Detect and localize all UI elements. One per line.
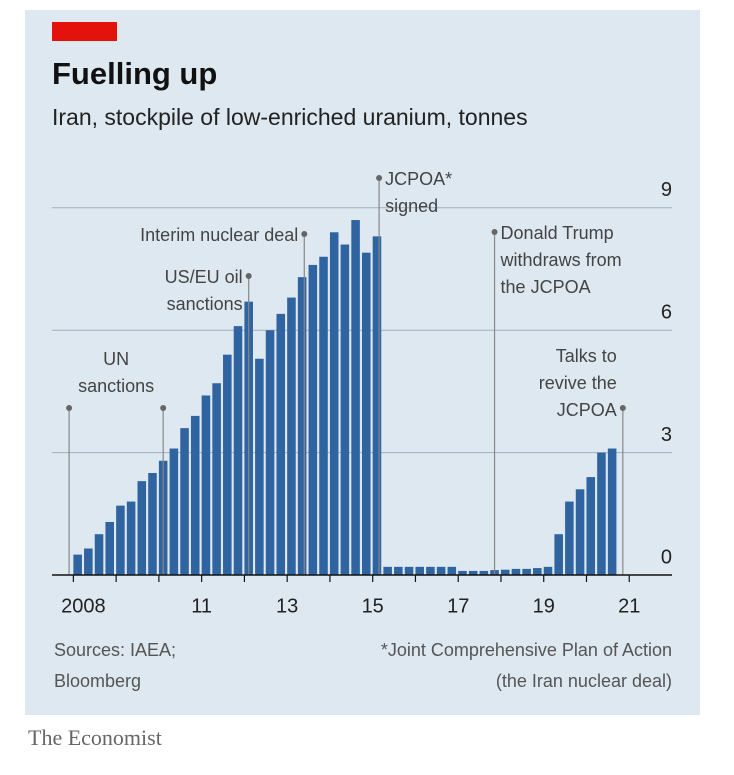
bar: [73, 554, 82, 575]
bar: [533, 568, 542, 575]
annotation-dot: [160, 405, 167, 411]
bar: [543, 566, 553, 575]
bar: [362, 252, 371, 575]
x-tick-label: 21: [618, 595, 640, 617]
annotation-text: US/EU oil: [165, 267, 243, 287]
bar: [212, 383, 221, 575]
chart-title: Fuelling up: [52, 56, 217, 91]
bar: [148, 473, 157, 575]
bar: [105, 521, 114, 575]
bar: [137, 481, 147, 575]
annotation-dot: [376, 175, 383, 181]
bar: [94, 534, 104, 575]
bar: [426, 566, 435, 575]
bar: [287, 297, 296, 575]
annotation-text: the JCPOA: [501, 277, 591, 297]
footnote: (the Iran nuclear deal): [496, 671, 672, 691]
bar: [190, 415, 200, 575]
bar: [84, 548, 93, 575]
source: Sources: IAEA;: [54, 640, 176, 660]
annotation-text: signed: [385, 196, 438, 216]
annotation-text: withdraws from: [500, 250, 622, 270]
bar: [319, 256, 328, 575]
bar: [116, 505, 125, 575]
bar: [126, 501, 136, 575]
y-tick-label: 0: [661, 546, 672, 568]
annotation-text: Donald Trump: [501, 223, 614, 243]
bar: [340, 244, 350, 575]
bar: [265, 330, 275, 575]
plot: 0 3 6 9 UN sanctions US/EU oil sanctions Interim…: [52, 169, 672, 617]
bar: [201, 395, 211, 575]
annotation-text: Talks to: [556, 346, 617, 366]
annotation-text: revive the: [539, 373, 617, 393]
annotation-dot: [66, 405, 73, 411]
annotation-dot: [301, 231, 308, 237]
x-tick-label: 11: [191, 595, 212, 617]
bar: [372, 236, 382, 576]
bar: [223, 354, 232, 575]
bar: [554, 534, 563, 575]
brand: The Economist: [28, 725, 162, 750]
bar: [511, 568, 521, 575]
annotation-text: UN: [103, 349, 129, 369]
source: Bloomberg: [54, 671, 141, 691]
footnote: *Joint Comprehensive Plan of Action: [381, 640, 672, 660]
bar: [180, 428, 189, 575]
bar: [233, 326, 243, 575]
red-tag: [52, 22, 117, 41]
y-tick-label: 6: [661, 301, 672, 323]
bar: [575, 489, 585, 575]
annotation-text: sanctions: [167, 294, 243, 314]
y-tick-label: 3: [661, 424, 672, 446]
annotation-dot: [491, 229, 498, 235]
bar: [565, 501, 574, 575]
annotation-dot: [619, 405, 626, 411]
annotation-text: JCPOA*: [385, 169, 452, 189]
annotation-text: Interim nuclear deal: [140, 225, 298, 245]
bar: [458, 570, 467, 575]
x-tick-label: 13: [276, 595, 298, 617]
bar: [436, 566, 446, 575]
bar: [597, 452, 606, 575]
bar: [351, 220, 360, 576]
bar: [255, 358, 264, 575]
bar: [522, 568, 531, 575]
bar: [297, 277, 307, 575]
bar: [394, 566, 403, 575]
chart-subtitle: Iran, stockpile of low-enriched uranium,…: [52, 104, 528, 130]
bar: [500, 569, 510, 575]
annotation-text: sanctions: [78, 376, 154, 396]
x-tick-label: 17: [447, 595, 469, 617]
bar: [383, 566, 392, 575]
x-tick-label: 15: [362, 595, 384, 617]
x-tick-label: 2008: [61, 595, 106, 617]
bar: [415, 566, 424, 575]
x-tick-label: 19: [533, 595, 555, 617]
annotation-text: JCPOA: [557, 400, 617, 420]
bar: [586, 477, 596, 575]
bar: [404, 566, 414, 575]
annotation-dot: [245, 273, 252, 279]
bar: [169, 448, 179, 575]
bar: [329, 232, 339, 575]
bar: [468, 570, 478, 575]
bar: [479, 570, 489, 575]
bar: [308, 264, 318, 575]
bar: [607, 448, 617, 575]
bar: [447, 566, 457, 575]
bar: [276, 313, 286, 575]
y-tick-label: 9: [661, 179, 672, 201]
